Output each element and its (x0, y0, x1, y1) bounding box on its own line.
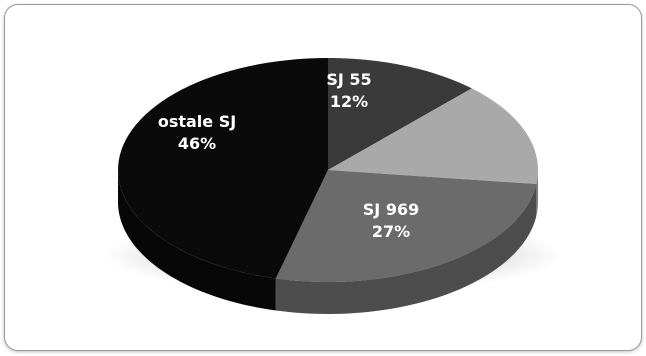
pie-side-1 (536, 170, 538, 217)
pie-sides (118, 170, 538, 314)
slice-label-2: SJ 969 (363, 200, 419, 219)
slice-value-2: 27% (372, 222, 410, 241)
pie-slice-3 (118, 58, 328, 279)
pie-slice-1 (328, 88, 538, 185)
pie-slice-2 (275, 170, 537, 282)
pie-side-3 (118, 170, 276, 311)
pie-slice-0 (328, 58, 472, 170)
slice-label-3: ostale SJ (158, 112, 236, 131)
pie-top-faces (118, 58, 538, 282)
slice-value-0: 12% (330, 92, 368, 111)
pie-labels: SJ 55 12% SJ 969 27% ostale SJ 46% (158, 70, 419, 241)
slice-label-0: SJ 55 (326, 70, 371, 89)
pie-side-2 (275, 184, 537, 314)
slice-value-3: 46% (178, 134, 216, 153)
